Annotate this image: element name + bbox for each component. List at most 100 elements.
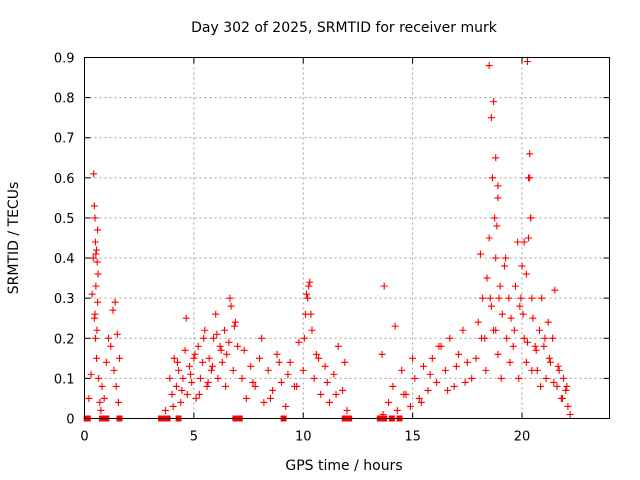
data-points	[83, 58, 574, 422]
data-point	[492, 254, 500, 262]
data-point	[90, 314, 98, 322]
data-point	[282, 402, 290, 410]
data-point	[111, 298, 119, 306]
data-point	[89, 254, 97, 262]
data-point	[231, 318, 239, 326]
data-point	[518, 262, 526, 270]
data-point	[424, 386, 432, 394]
data-point	[472, 354, 480, 362]
data-point	[229, 366, 237, 374]
data-point	[520, 334, 528, 342]
data-point	[411, 374, 419, 382]
data-point	[479, 294, 487, 302]
data-point	[444, 386, 452, 394]
data-point	[300, 334, 308, 342]
data-point	[385, 398, 393, 406]
data-point	[491, 214, 499, 222]
data-point	[391, 322, 399, 330]
data-point	[114, 398, 122, 406]
data-point	[378, 350, 386, 358]
data-point	[546, 358, 554, 366]
data-point	[494, 350, 502, 358]
data-point	[92, 250, 100, 258]
data-point	[169, 402, 177, 410]
data-point	[541, 334, 549, 342]
data-point	[522, 270, 530, 278]
data-point	[102, 358, 110, 366]
data-point	[522, 358, 530, 366]
data-point	[223, 350, 231, 358]
data-point	[545, 354, 553, 362]
data-point	[433, 378, 441, 386]
data-point	[299, 366, 307, 374]
data-point	[186, 362, 193, 370]
data-point	[321, 362, 329, 370]
data-point	[196, 374, 204, 382]
data-point	[487, 114, 495, 122]
data-point	[100, 394, 108, 402]
data-point	[170, 354, 178, 362]
data-point	[528, 366, 536, 374]
y-tick-label: 0.8	[54, 92, 75, 107]
data-point	[339, 386, 347, 394]
data-point	[221, 326, 228, 334]
chart-title: Day 302 of 2025, SRMTID for receiver mur…	[191, 20, 498, 36]
data-point	[415, 394, 423, 402]
data-point	[173, 358, 181, 366]
data-point	[87, 370, 95, 378]
data-point	[502, 254, 510, 262]
data-point	[201, 326, 209, 334]
data-point	[238, 374, 246, 382]
data-point	[312, 350, 320, 358]
data-point	[168, 390, 176, 398]
data-point	[400, 390, 408, 398]
data-point	[113, 330, 121, 338]
data-point	[256, 354, 263, 362]
data-point	[528, 294, 536, 302]
data-point	[172, 382, 180, 390]
data-point	[519, 310, 527, 318]
data-point	[93, 258, 101, 266]
data-point	[273, 350, 281, 358]
x-tick-label: 15	[404, 430, 421, 445]
data-point	[191, 350, 199, 358]
data-point	[317, 390, 325, 398]
data-point	[204, 378, 212, 386]
data-point	[389, 382, 397, 390]
data-point	[550, 378, 558, 386]
data-point	[247, 362, 255, 370]
data-point	[295, 338, 303, 346]
data-point	[187, 370, 195, 378]
x-tick-label: 0	[80, 430, 88, 445]
data-point	[482, 366, 490, 374]
data-point	[496, 282, 504, 290]
data-point	[555, 366, 563, 374]
data-point	[212, 310, 220, 318]
data-point	[380, 282, 388, 290]
data-point	[332, 390, 340, 398]
data-point	[260, 398, 268, 406]
data-point	[551, 286, 559, 294]
data-point	[463, 358, 471, 366]
y-tick-label: 0.3	[54, 292, 75, 307]
data-point	[182, 314, 190, 322]
data-point	[532, 346, 540, 354]
data-point	[459, 326, 467, 334]
data-point	[230, 322, 238, 330]
data-point	[507, 314, 515, 322]
data-point	[240, 346, 248, 354]
data-point	[560, 374, 568, 382]
data-point	[109, 306, 117, 314]
data-point	[203, 382, 211, 390]
data-point	[284, 370, 292, 378]
data-point	[98, 382, 106, 390]
data-point	[91, 238, 99, 246]
data-point	[523, 338, 531, 346]
data-point	[175, 366, 183, 374]
data-point	[93, 354, 101, 362]
data-point	[498, 310, 506, 318]
data-point	[452, 362, 460, 370]
data-point	[94, 270, 102, 278]
data-point	[91, 214, 99, 222]
data-point	[490, 98, 498, 106]
